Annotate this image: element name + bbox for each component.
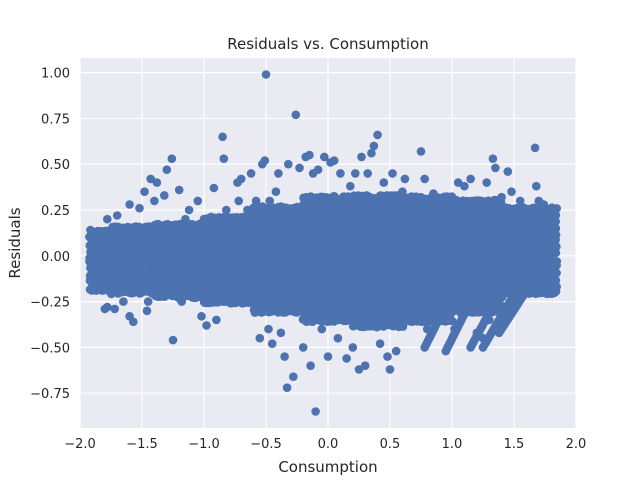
chart-svg: −2.0−1.5−1.0−0.50.00.51.01.52.0 −0.75−0.… bbox=[0, 0, 640, 480]
chart-figure: −2.0−1.5−1.0−0.50.00.51.01.52.0 −0.75−0.… bbox=[0, 0, 640, 480]
